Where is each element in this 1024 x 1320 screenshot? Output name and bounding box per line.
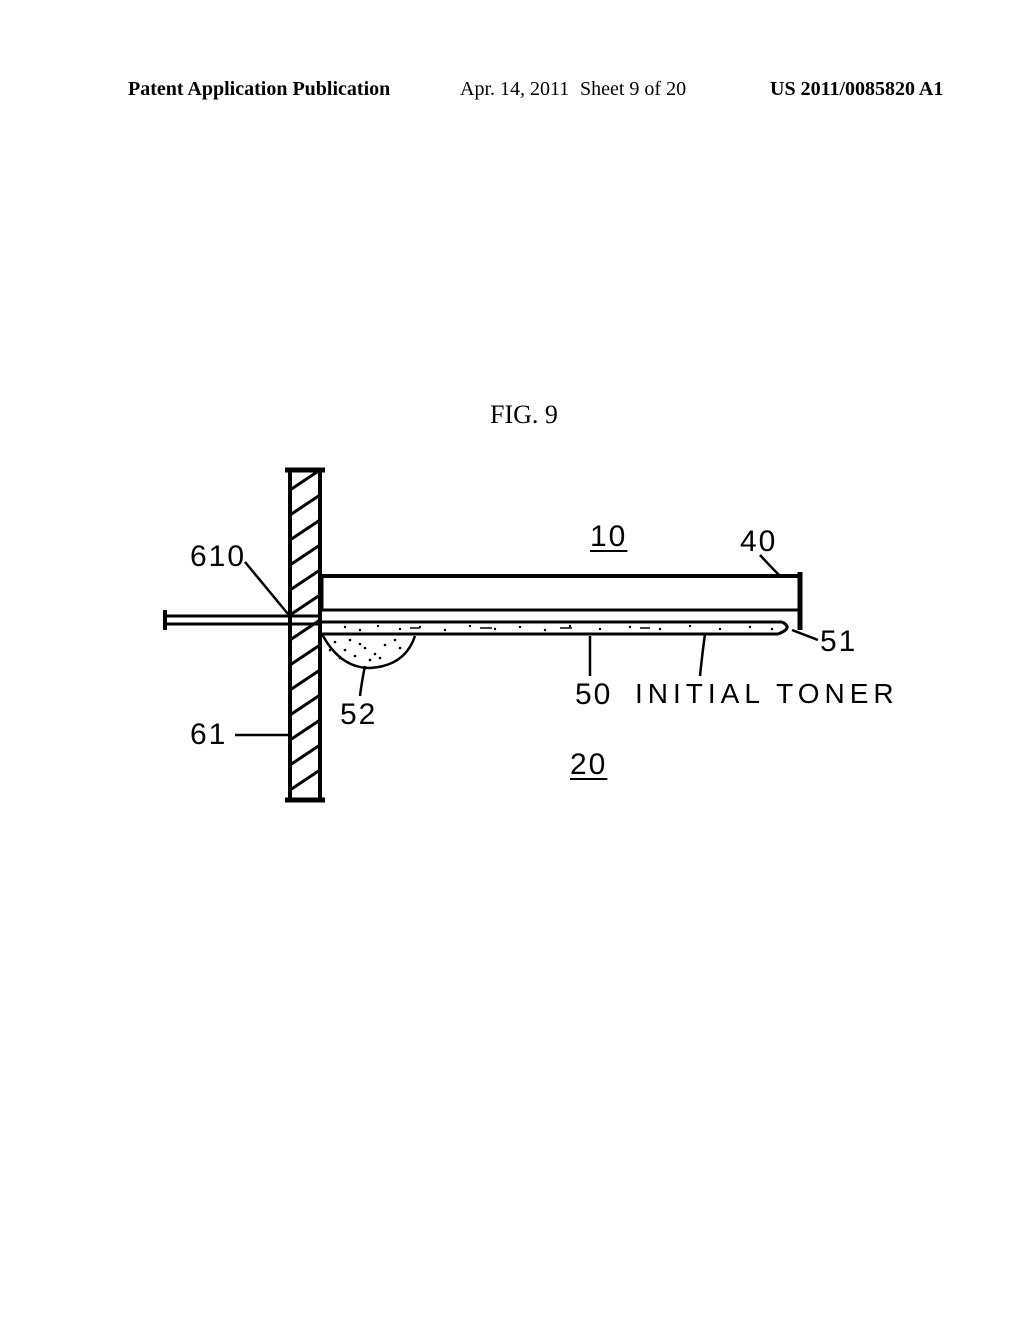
ref-40: 40 xyxy=(740,525,777,559)
label-initial-toner: INITIAL TONER xyxy=(635,678,899,710)
page: Patent Application Publication Apr. 14, … xyxy=(0,0,1024,1320)
ref-52: 52 xyxy=(340,698,377,732)
figure-caption: FIG. 9 xyxy=(490,400,558,430)
seal-50-51 xyxy=(322,622,787,634)
initial-toner-stipple xyxy=(344,625,773,631)
figure-svg xyxy=(0,0,1024,1320)
ref-50: 50 xyxy=(575,678,612,712)
ref-61: 61 xyxy=(190,718,227,752)
toner-blob-52 xyxy=(322,634,415,668)
ref-610: 610 xyxy=(190,540,246,574)
wall-61 xyxy=(285,470,325,800)
ref-20: 20 xyxy=(570,748,607,782)
figure-9: FIG. 9 10 40 610 51 50 52 61 20 INITIAL … xyxy=(0,0,1024,1320)
ref-51: 51 xyxy=(820,625,857,659)
ref-10: 10 xyxy=(590,520,627,554)
